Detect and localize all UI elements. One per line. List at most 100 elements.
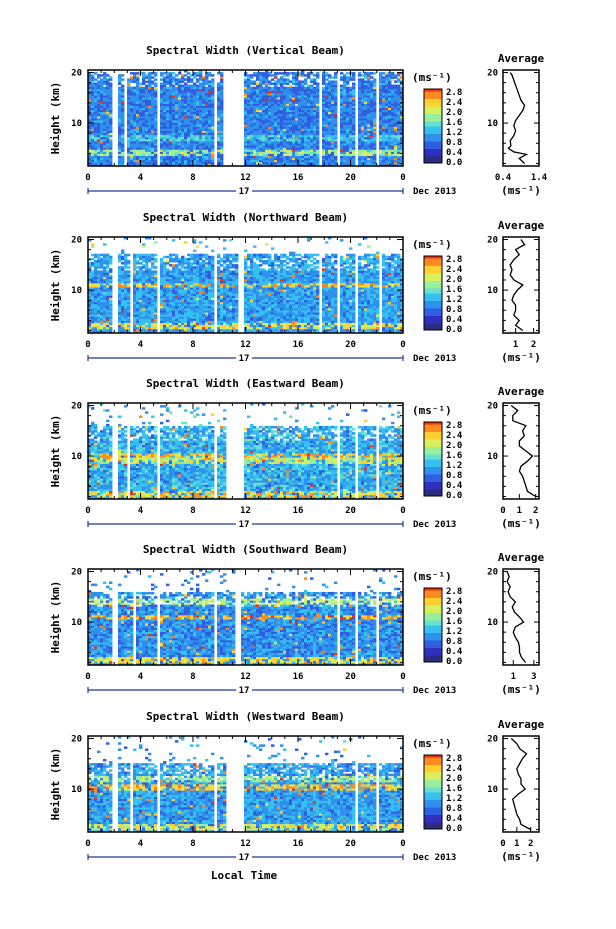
heatmap-cell — [400, 138, 404, 142]
heatmap-cell — [175, 310, 179, 313]
heatmap-cell — [211, 157, 215, 161]
heatmap-cell — [193, 157, 197, 161]
heatmap-cell — [97, 153, 101, 156]
heatmap-cell — [181, 161, 185, 165]
heatmap-cell — [331, 163, 335, 167]
heatmap-cell — [343, 115, 347, 119]
heatmap-cell — [160, 280, 164, 284]
heatmap-cell — [118, 330, 122, 334]
heatmap-cell — [283, 126, 287, 129]
heatmap-cell — [385, 113, 389, 117]
heatmap-cell — [340, 159, 344, 163]
heatmap-cell — [169, 115, 173, 119]
heatmap-cell — [127, 130, 131, 134]
heatmap-cell — [193, 82, 197, 86]
heatmap-cell — [340, 107, 344, 111]
heatmap-cell — [166, 301, 170, 305]
heatmap-cell — [274, 138, 278, 142]
heatmap-cell — [184, 153, 188, 156]
heatmap-cell — [334, 115, 338, 119]
heatmap-cell — [172, 126, 176, 129]
heatmap-cell — [97, 255, 101, 259]
heatmap-cell — [286, 95, 290, 98]
heatmap-cell — [298, 130, 302, 134]
heatmap-cell — [154, 276, 158, 280]
heatmap-cell — [394, 118, 398, 121]
heatmap-cell — [397, 153, 401, 156]
heatmap-cell — [100, 278, 104, 282]
heatmap-cell — [307, 92, 311, 96]
heatmap-cell — [250, 88, 254, 92]
heatmap-cell — [346, 124, 350, 127]
heatmap-cell — [247, 134, 251, 138]
heatmap-cell — [154, 324, 158, 328]
heatmap-cell — [121, 136, 125, 140]
heatmap-cell — [202, 115, 206, 119]
heatmap-cell — [394, 103, 398, 106]
heatmap-cell — [97, 120, 101, 123]
heatmap-cell — [100, 287, 104, 290]
heatmap-cell — [142, 310, 146, 313]
heatmap-cell — [190, 88, 194, 92]
heatmap-cell — [151, 322, 155, 326]
heatmap-cell — [169, 95, 173, 98]
heatmap-cell — [220, 134, 224, 138]
heatmap-cell — [343, 103, 347, 106]
heatmap-cell — [205, 103, 209, 106]
heatmap-cell — [88, 126, 92, 129]
heatmap-cell — [154, 272, 158, 275]
heatmap-cell — [121, 113, 125, 117]
heatmap-cell — [118, 324, 122, 328]
heatmap-cell — [256, 159, 260, 163]
heatmap-cell — [106, 107, 110, 111]
heatmap-cell — [295, 99, 299, 102]
heatmap-cell — [373, 126, 377, 129]
heatmap-cell — [400, 124, 404, 127]
heatmap-cell — [151, 272, 155, 275]
heatmap-cell — [148, 82, 152, 86]
heatmap-cell — [184, 138, 188, 142]
heatmap-cell — [325, 138, 329, 142]
heatmap-cell — [124, 274, 128, 278]
heatmap-cell — [358, 145, 362, 148]
heatmap-cell — [352, 88, 356, 92]
heatmap-cell — [133, 132, 137, 136]
heatmap-cell — [100, 105, 104, 108]
heatmap-cell — [154, 287, 158, 290]
heatmap-cell — [349, 130, 353, 134]
heatmap-cell — [193, 103, 197, 106]
heatmap-cell — [343, 86, 347, 90]
heatmap-cell — [250, 140, 254, 144]
heatmap-cell — [118, 285, 122, 288]
heatmap-cell — [334, 145, 338, 148]
colorbar-segment — [424, 151, 442, 155]
heatmap-cell — [160, 163, 164, 167]
heatmap-cell — [358, 153, 362, 156]
heatmap-cell — [310, 155, 314, 159]
heatmap-cell — [247, 130, 251, 134]
heatmap-cell — [151, 151, 155, 154]
heatmap-cell — [136, 159, 140, 163]
heatmap-cell — [154, 78, 158, 81]
heatmap-cell — [169, 143, 173, 146]
heatmap-cell — [109, 124, 113, 127]
heatmap-cell — [139, 324, 143, 328]
heatmap-cell — [97, 324, 101, 328]
heatmap-cell — [328, 109, 332, 113]
heatmap-cell — [286, 78, 290, 81]
heatmap-cell — [142, 109, 146, 113]
heatmap-cell — [103, 128, 107, 131]
heatmap-cell — [160, 324, 164, 328]
heatmap-cell — [322, 111, 326, 115]
heatmap-cell — [178, 299, 182, 303]
heatmap-cell — [271, 155, 275, 159]
heatmap-cell — [316, 92, 320, 96]
heatmap-cell — [343, 157, 347, 161]
heatmap-cell — [154, 143, 158, 146]
heatmap-cell — [304, 101, 308, 104]
heatmap-cell — [259, 122, 263, 125]
heatmap-cell — [118, 297, 122, 301]
colorbar-segment — [424, 146, 442, 150]
heatmap-cell — [142, 143, 146, 146]
heatmap-cell — [139, 149, 143, 152]
